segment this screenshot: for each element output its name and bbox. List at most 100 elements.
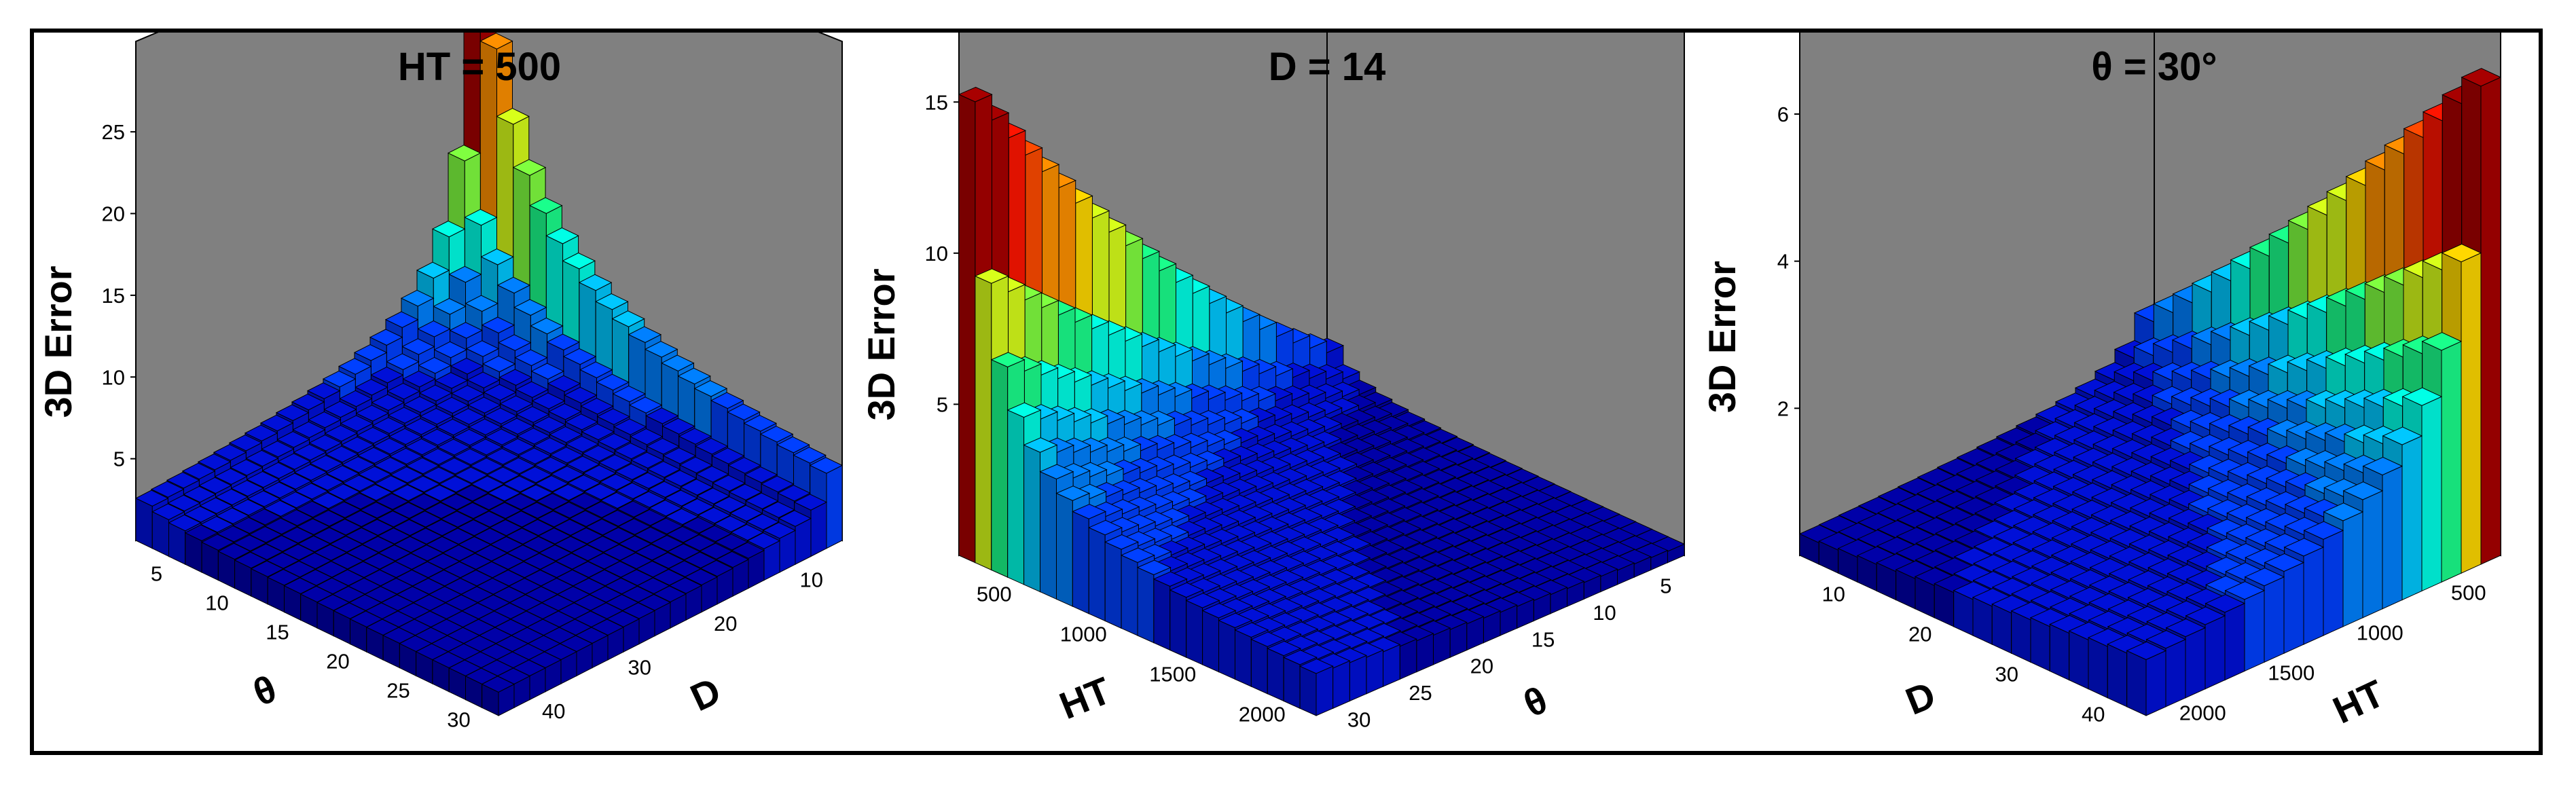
bar-top [464, 208, 498, 226]
bar-top [369, 329, 403, 346]
bar-top [386, 382, 420, 400]
bar-top [197, 453, 232, 471]
bar-top [728, 483, 763, 501]
bar-side-left [1088, 527, 1106, 622]
bar-top [263, 500, 297, 517]
bar-top [407, 493, 441, 511]
bar-top [440, 511, 475, 528]
bar-top [632, 491, 666, 508]
bar-side-right [826, 464, 843, 549]
bar-top [410, 545, 444, 562]
bar-top [275, 404, 310, 422]
bar-top [567, 475, 601, 492]
bar-top [484, 428, 519, 445]
bar-top [596, 408, 631, 425]
bar-top [471, 493, 506, 511]
bar-top [408, 511, 442, 528]
bar-top [483, 384, 517, 401]
bar-top [522, 536, 556, 553]
bar-top [506, 545, 541, 562]
bar-top [602, 527, 636, 544]
bar-side-left [1153, 578, 1171, 651]
bar-top [437, 458, 472, 475]
z-tick-label: 15 [102, 284, 125, 308]
bar-top [338, 358, 372, 375]
bar-top [628, 326, 662, 344]
bar-top [534, 475, 569, 492]
bar-top [400, 289, 435, 307]
bar-top [1006, 402, 1042, 418]
bar-side-right [2382, 465, 2403, 610]
bar-top [151, 503, 185, 520]
bar-top [568, 492, 602, 510]
bar-top [1088, 519, 1123, 536]
bar-top [466, 371, 501, 388]
bar-top [200, 534, 235, 551]
bar-top [518, 466, 553, 483]
bar-side-right [2421, 396, 2442, 592]
bar-side-left [975, 275, 992, 571]
bar-top [586, 536, 620, 553]
bar-top [631, 472, 666, 490]
bar-top [793, 494, 828, 511]
bar-top [684, 568, 719, 586]
bar-side-left [1186, 600, 1203, 665]
bar-top [377, 528, 411, 545]
bar-top [452, 428, 487, 446]
bar-top [1039, 464, 1074, 479]
bar-top [409, 528, 443, 545]
bar-top [296, 518, 331, 536]
bar-top [371, 417, 406, 434]
bar-top [166, 472, 200, 489]
bar-top [184, 524, 219, 542]
bar-top [450, 385, 485, 402]
bar-top [200, 516, 234, 533]
bar-top [611, 310, 645, 327]
bar-top [434, 371, 469, 389]
bar-top [433, 297, 467, 315]
bar-top [403, 418, 438, 435]
bar-top [312, 509, 346, 527]
left-axis-tick-label: 15 [266, 621, 289, 644]
bar-top [518, 447, 551, 464]
bar-top [512, 159, 547, 176]
z-tick-label: 10 [925, 242, 948, 265]
bar-top [402, 370, 436, 388]
bar-top [569, 527, 604, 545]
bar-top [234, 551, 268, 569]
bar-top [359, 502, 394, 519]
bar-top [312, 527, 347, 544]
bar-top [777, 485, 811, 502]
bar-top [500, 418, 534, 435]
bar-side-left [1023, 444, 1040, 593]
bar-top [308, 434, 342, 452]
bar-top [150, 481, 185, 498]
bar-top [215, 488, 249, 506]
bar-top [262, 481, 297, 498]
bar-top [386, 353, 420, 370]
bar-top [505, 511, 539, 528]
bar-top [388, 428, 422, 445]
bar-top [216, 526, 251, 542]
bar-top [536, 493, 570, 510]
bar-top [283, 577, 317, 594]
bar-top [649, 517, 684, 534]
bar-top [278, 491, 313, 509]
bar-side-left [991, 359, 1009, 578]
bar-top [503, 493, 538, 511]
bar-top [406, 475, 441, 493]
bar-top [392, 502, 426, 519]
bar-top [505, 528, 539, 545]
bar-top [695, 466, 729, 483]
bar-top [183, 506, 217, 523]
bar-side-right [1316, 665, 1334, 716]
bar-side-left [1235, 629, 1252, 687]
right-axis-tick-label: 25 [1409, 681, 1432, 705]
left-axis-tick-label: 500 [977, 583, 1012, 606]
bar-top [375, 493, 410, 510]
bar-side-left [1104, 541, 1122, 629]
bar-top [595, 293, 629, 310]
bar-field [958, 86, 1686, 716]
bar-top [487, 484, 522, 502]
